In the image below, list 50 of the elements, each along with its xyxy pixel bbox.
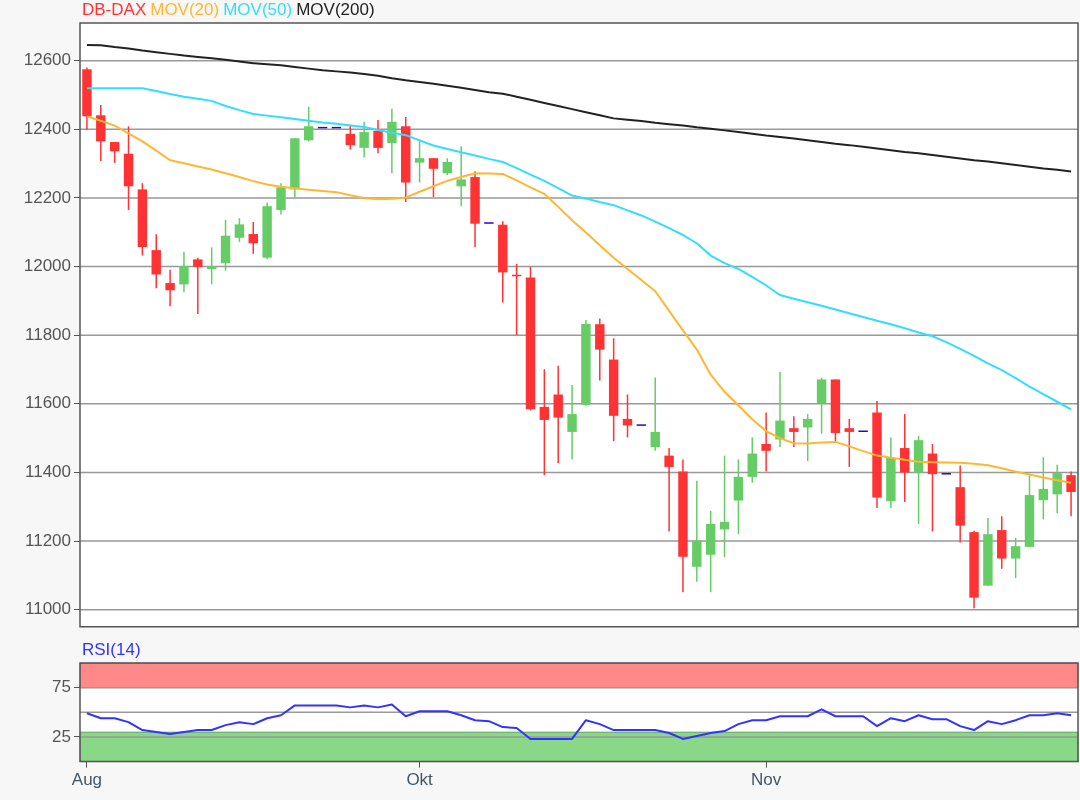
y-tick-label: 11200 bbox=[24, 530, 71, 550]
candlestick bbox=[414, 138, 425, 184]
candlestick bbox=[373, 119, 383, 155]
x-tick-label: Nov bbox=[751, 770, 782, 790]
text: DB-DAX bbox=[82, 0, 147, 19]
y-tick-label: 25 bbox=[52, 726, 71, 746]
candlestick bbox=[1038, 456, 1049, 521]
candlestick bbox=[816, 376, 827, 435]
y-tick-label: 11400 bbox=[24, 462, 71, 482]
candlestick bbox=[234, 217, 245, 243]
candlestick bbox=[664, 447, 674, 533]
candlestick bbox=[456, 145, 466, 207]
candlestick bbox=[206, 246, 217, 286]
candlestick bbox=[109, 141, 120, 164]
text: MOV(50) bbox=[223, 0, 293, 19]
candlestick bbox=[179, 251, 189, 294]
candlestick bbox=[650, 376, 660, 452]
candlestick bbox=[747, 436, 757, 484]
candlestick bbox=[1052, 464, 1062, 514]
candlestick bbox=[428, 157, 439, 198]
candlestick bbox=[248, 221, 258, 255]
x-tick-label: Aug bbox=[71, 770, 103, 790]
text: MOV(20) bbox=[150, 0, 220, 19]
candlestick bbox=[165, 268, 175, 308]
candlestick bbox=[1010, 537, 1021, 579]
candlestick bbox=[359, 121, 369, 159]
candlestick bbox=[193, 256, 203, 315]
candlestick bbox=[733, 458, 744, 535]
text: RSI(14) bbox=[82, 640, 141, 659]
candlestick bbox=[567, 384, 577, 461]
candlestick bbox=[1066, 470, 1076, 518]
candlestick bbox=[539, 368, 550, 476]
y-tick-label: 12200 bbox=[23, 187, 71, 207]
x-tick-label: Okt bbox=[406, 770, 434, 790]
candlestick bbox=[304, 105, 314, 143]
candlestick bbox=[276, 182, 286, 216]
y-tick-label: 11800 bbox=[24, 324, 71, 344]
y-tick-label: 11000 bbox=[24, 599, 71, 619]
candlestick bbox=[775, 371, 785, 448]
y-tick-label: 12600 bbox=[23, 50, 71, 70]
candlestick bbox=[761, 411, 771, 473]
y-tick-label: 11600 bbox=[24, 393, 71, 413]
candlestick bbox=[553, 364, 563, 464]
y-tick-label: 12400 bbox=[23, 119, 71, 139]
candlestick bbox=[387, 108, 397, 175]
candlestick bbox=[844, 418, 854, 468]
candlestick bbox=[789, 415, 799, 448]
text: MOV(200) bbox=[296, 0, 375, 19]
y-tick-label: 12000 bbox=[23, 256, 71, 276]
y-tick-label: 75 bbox=[52, 677, 71, 697]
